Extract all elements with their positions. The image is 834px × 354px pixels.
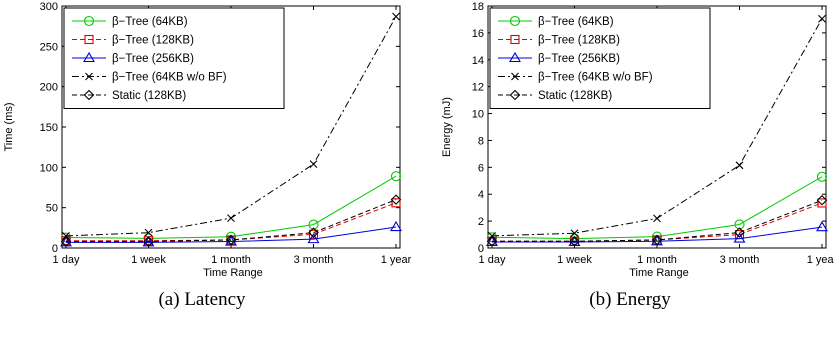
data-point-0-3 [734, 219, 745, 230]
y-tick-label: 0 [478, 243, 484, 255]
y-tick-label: 16 [472, 28, 484, 40]
legend-marker [511, 72, 519, 81]
data-point-3-3 [735, 161, 744, 170]
y-tick-label: 6 [478, 162, 484, 174]
data-point-3-0 [62, 232, 70, 240]
chart-energy: 0 2 4 6 8 10 12 14 16 18 1 day 1 week 1 month 3 month… [441, 1, 834, 279]
x-axis-label: Time Range [203, 267, 263, 279]
caption-energy: (b) Energy [589, 289, 671, 310]
data-point-2-3 [733, 232, 746, 243]
data-point-3-1 [570, 229, 579, 238]
data-point-1-4 [817, 198, 827, 208]
x-axis-label: Time Range [629, 267, 689, 279]
y-tick-label: 200 [40, 82, 58, 94]
legend-label: β−Tree (256KB) [112, 53, 194, 65]
x-tick-label: 1 year [807, 254, 834, 266]
y-tick-label: 100 [40, 162, 58, 174]
legend-label: β−Tree (64KB) [538, 16, 614, 28]
y-axis-label: Energy (mJ) [441, 97, 453, 157]
data-point-3-4 [818, 14, 826, 23]
x-tick-label: 1 week [557, 254, 592, 266]
caption-latency: (a) Latency [158, 289, 246, 310]
data-point-3-3 [309, 160, 318, 168]
series-line-0 [65, 175, 397, 239]
legend-marker [83, 15, 95, 27]
data-point-4-3 [308, 227, 319, 238]
data-point-2-4 [390, 220, 402, 232]
data-point-4-3 [734, 227, 745, 238]
data-point-4-0 [486, 235, 498, 247]
y-tick-label: 12 [472, 82, 484, 94]
series-line-2 [492, 226, 823, 243]
data-point-3-0 [488, 232, 496, 240]
chart-latency: 0 50 100 150 200 250 300 1 day 1 week 1 month 3 mo… [3, 1, 412, 279]
data-point-1-3 [308, 229, 319, 239]
data-point-4-0 [60, 236, 72, 247]
x-tick-label: 1 day [53, 254, 80, 266]
data-point-4-4 [816, 194, 828, 206]
legend-marker [85, 72, 93, 81]
legend-label: Static (128KB) [538, 90, 612, 102]
legend-label: β−Tree (64KB w/o BF) [538, 72, 653, 84]
y-tick-label: 300 [40, 1, 58, 13]
data-point-2-4 [816, 221, 828, 232]
data-point-0-4 [390, 171, 402, 182]
legend-marker [509, 51, 521, 63]
legend-label: β−Tree (256KB) [538, 53, 620, 65]
y-tick-label: 50 [46, 203, 58, 215]
y-tick-label: 4 [478, 189, 484, 201]
x-tick-label: 1 day [479, 254, 506, 266]
legend-label: β−Tree (128KB) [538, 35, 620, 47]
series-line-0 [491, 176, 823, 240]
data-point-3-1 [144, 228, 153, 237]
y-tick-label: 18 [472, 1, 484, 13]
data-point-0-3 [308, 219, 319, 230]
data-point-1-4 [391, 198, 401, 208]
data-point-3-2 [653, 214, 661, 223]
data-point-3-4 [392, 12, 400, 21]
legend-label: β−Tree (64KB w/o BF) [112, 72, 227, 84]
data-point-4-2 [225, 234, 237, 246]
legend-marker [509, 89, 521, 101]
x-tick-label: 3 month [720, 254, 760, 266]
data-point-2-3 [307, 233, 320, 244]
legend-label: β−Tree (128KB) [112, 35, 194, 47]
y-tick-label: 0 [52, 243, 58, 255]
x-tick-label: 1 month [637, 254, 677, 266]
data-point-4-1 [569, 235, 580, 247]
x-tick-label: 1 month [211, 254, 251, 266]
y-tick-label: 2 [478, 216, 484, 228]
y-tick-label: 250 [40, 41, 58, 53]
y-tick-label: 10 [472, 109, 484, 121]
series-line-2 [66, 226, 397, 243]
legend-marker [510, 34, 520, 45]
legend-label: β−Tree (64KB) [112, 16, 188, 28]
y-axis-label: Time (ms) [3, 102, 15, 151]
data-point-4-1 [143, 236, 154, 247]
legend-marker [509, 15, 521, 27]
data-point-4-4 [390, 194, 402, 205]
data-point-3-2 [227, 214, 235, 223]
x-tick-label: 1 week [131, 254, 166, 266]
y-tick-label: 150 [40, 122, 58, 134]
data-point-4-2 [651, 234, 663, 246]
x-tick-label: 3 month [294, 254, 334, 266]
legend-marker [83, 89, 95, 101]
x-tick-label: 1 year [381, 254, 412, 266]
legend-marker [84, 34, 94, 45]
y-tick-label: 14 [472, 55, 484, 67]
y-tick-label: 8 [478, 135, 484, 147]
data-point-0-4 [816, 171, 828, 182]
legend-marker [83, 51, 95, 63]
legend-label: Static (128KB) [112, 90, 186, 102]
